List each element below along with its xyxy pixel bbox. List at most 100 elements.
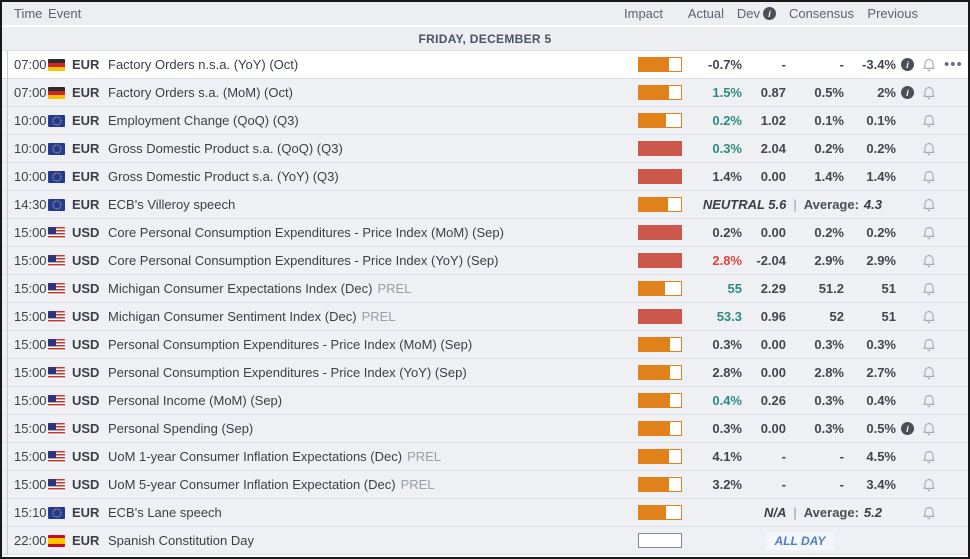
column-header-time[interactable]: Time [14,6,43,21]
event-row[interactable]: 15:10 EUR ECB's Lane speech N/A | Average: 5.2 [2,499,968,527]
deviation-value: 1.02 [760,113,786,128]
column-header-previous[interactable]: Previous [867,6,918,21]
impact-bar-fill [639,58,670,71]
currency-code: USD [72,253,100,268]
event-row[interactable]: 15:00 USD Personal Consumption Expenditure… [2,359,968,387]
alert-bell-icon[interactable] [914,280,944,297]
actual-value: 3.2% [712,477,742,492]
column-header-dev[interactable]: Dev i [724,6,776,21]
impact-bar [638,421,682,436]
event-row[interactable]: 15:00 USD Personal Spending (Sep) 0.3% 0.00 0… [2,415,968,443]
previous-info-cell[interactable]: i [896,86,914,99]
previous-info-icon[interactable]: i [901,422,914,435]
consensus-value: 0.2% [814,225,844,240]
alert-bell-icon[interactable] [914,364,944,381]
event-row[interactable]: 10:00 EUR Gross Domestic Product s.a. (QoQ… [2,135,968,163]
alert-bell-icon[interactable] [914,504,944,521]
flag-cell [48,226,72,239]
us-flag-icon [48,478,65,491]
column-header-consensus[interactable]: Consensus [788,6,854,21]
event-row[interactable]: 15:00 USD Personal Consumption Expenditure… [2,331,968,359]
alert-bell-icon[interactable] [914,476,944,493]
flag-cell [48,86,72,99]
impact-bar [638,113,682,128]
previous-info-icon[interactable]: i [901,58,914,71]
alert-bell-icon[interactable] [914,308,944,325]
impact-bar [638,169,682,184]
impact-bar [638,281,682,296]
alert-bell-icon[interactable] [914,140,944,157]
alert-bell-icon[interactable] [914,448,944,465]
flag-cell [48,534,72,547]
event-row[interactable]: 15:00 USD UoM 5-year Consumer Inflation Ex… [2,471,968,499]
event-time: 10:00 [14,113,47,128]
impact-cell [634,197,686,212]
event-row[interactable]: 15:00 USD UoM 1-year Consumer Inflation Ex… [2,443,968,471]
event-row[interactable]: 15:00 USD Personal Income (MoM) (Sep) 0.4% 0… [2,387,968,415]
column-header-actual[interactable]: Actual [687,6,724,21]
us-flag-icon [48,226,65,239]
eu-flag-icon [48,506,65,519]
deviation-value: 0.00 [760,421,786,436]
alert-bell-icon[interactable] [914,224,944,241]
column-header-impact[interactable]: Impact [624,6,664,21]
event-row[interactable]: 10:00 EUR Gross Domestic Product s.a. (YoY… [2,163,968,191]
consensus-value: - [839,449,844,464]
actual-value: 4.1% [712,449,742,464]
column-header-event[interactable]: Event [48,6,82,21]
actual-value: 53.3 [716,309,742,324]
event-row[interactable]: 15:00 USD Michigan Consumer Sentiment Inde… [2,303,968,331]
deviation-value: 0.00 [760,337,786,352]
event-row[interactable]: 07:00 EUR Factory Orders n.s.a. (YoY) (Oct… [2,51,968,79]
event-row[interactable]: 15:00 USD Core Personal Consumption Expend… [2,247,968,275]
event-row[interactable]: 07:00 EUR Factory Orders s.a. (MoM) (Oct) 1… [2,79,968,107]
alert-bell-icon[interactable] [914,84,944,101]
impact-cell [634,393,686,408]
event-name: Michigan Consumer Expectations Index (De… [108,281,373,296]
previous-value: 2.7% [866,365,896,380]
event-time: 15:10 [14,505,47,520]
actual-value: -0.7% [708,57,742,72]
dev-info-icon[interactable]: i [763,7,776,20]
event-row[interactable]: 10:00 EUR Employment Change (QoQ) (Q3) 0.2%… [2,107,968,135]
deviation-value: 0.00 [760,169,786,184]
impact-bar-fill [639,422,670,435]
event-row[interactable]: 15:00 USD Core Personal Consumption Expend… [2,219,968,247]
speech-value: N/A [763,505,787,520]
alert-bell-icon[interactable] [914,252,944,269]
alert-bell-icon[interactable] [914,56,944,73]
previous-info-cell[interactable]: i [896,422,914,435]
event-name-cell: Employment Change (QoQ) (Q3) [108,113,634,128]
event-row[interactable]: 22:00 EUR Spanish Constitution Day ALL DAY [2,527,968,555]
impact-cell [634,365,686,380]
event-name-cell: Personal Income (MoM) (Sep) [108,393,634,408]
previous-info-icon[interactable]: i [901,86,914,99]
row-more-options-icon[interactable]: ••• [944,55,963,73]
eu-flag-icon [48,142,65,155]
actual-value: 0.4% [712,393,742,408]
previous-info-cell[interactable]: i [896,58,914,71]
alert-bell-icon[interactable] [914,168,944,185]
es-flag-icon [48,534,65,547]
flag-cell [48,338,72,351]
alert-bell-icon[interactable] [914,336,944,353]
event-time: 15:00 [14,449,47,464]
alert-bell-icon[interactable] [914,420,944,437]
flag-cell [48,310,72,323]
consensus-value: 1.4% [814,169,844,184]
actual-value: 0.3% [712,141,742,156]
currency-code: EUR [72,197,100,212]
alert-bell-icon[interactable] [914,196,944,213]
event-time: 10:00 [14,169,47,184]
alert-bell-icon[interactable] [914,392,944,409]
impact-bar-fill [639,170,681,183]
actual-value: 2.8% [712,365,742,380]
event-row[interactable]: 15:00 USD Michigan Consumer Expectations I… [2,275,968,303]
event-rows: 07:00 EUR Factory Orders n.s.a. (YoY) (Oct… [2,51,968,555]
alert-bell-icon[interactable] [914,112,944,129]
flag-cell [48,450,72,463]
actual-value: 0.2% [712,225,742,240]
event-row[interactable]: 14:30 EUR ECB's Villeroy speech NEUTRAL 5.6… [2,191,968,219]
flag-cell [48,422,72,435]
impact-cell [634,505,686,520]
